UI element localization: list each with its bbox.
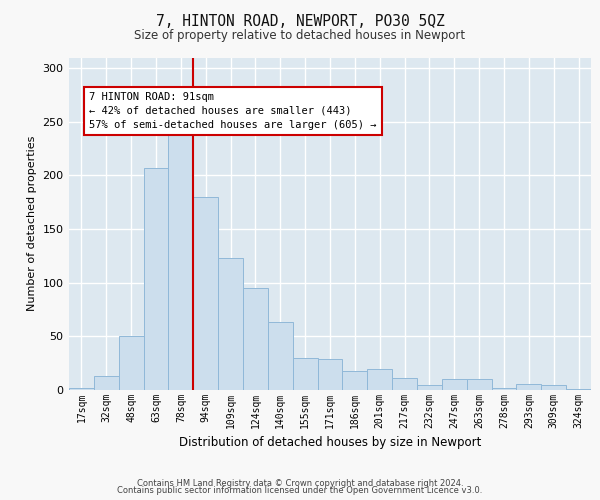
Bar — [317, 359, 343, 390]
Bar — [268, 322, 293, 390]
Bar — [367, 368, 392, 390]
Text: Size of property relative to detached houses in Newport: Size of property relative to detached ho… — [134, 29, 466, 42]
Bar — [218, 258, 243, 390]
X-axis label: Distribution of detached houses by size in Newport: Distribution of detached houses by size … — [179, 436, 481, 450]
Text: 7, HINTON ROAD, NEWPORT, PO30 5QZ: 7, HINTON ROAD, NEWPORT, PO30 5QZ — [155, 14, 445, 29]
Bar — [193, 197, 218, 390]
Bar — [566, 389, 591, 390]
Y-axis label: Number of detached properties: Number of detached properties — [27, 136, 37, 312]
Text: Contains public sector information licensed under the Open Government Licence v3: Contains public sector information licen… — [118, 486, 482, 495]
Bar — [392, 378, 417, 390]
Bar — [69, 388, 94, 390]
Bar — [119, 336, 143, 390]
Bar — [143, 168, 169, 390]
Text: 7 HINTON ROAD: 91sqm
← 42% of detached houses are smaller (443)
57% of semi-deta: 7 HINTON ROAD: 91sqm ← 42% of detached h… — [89, 92, 376, 130]
Bar — [517, 384, 541, 390]
Bar — [343, 370, 367, 390]
Bar — [293, 358, 317, 390]
Bar — [417, 384, 442, 390]
Bar — [541, 384, 566, 390]
Bar — [442, 380, 467, 390]
Bar — [169, 130, 193, 390]
Bar — [94, 376, 119, 390]
Bar — [491, 388, 517, 390]
Bar — [243, 288, 268, 390]
Text: Contains HM Land Registry data © Crown copyright and database right 2024.: Contains HM Land Registry data © Crown c… — [137, 478, 463, 488]
Bar — [467, 380, 491, 390]
